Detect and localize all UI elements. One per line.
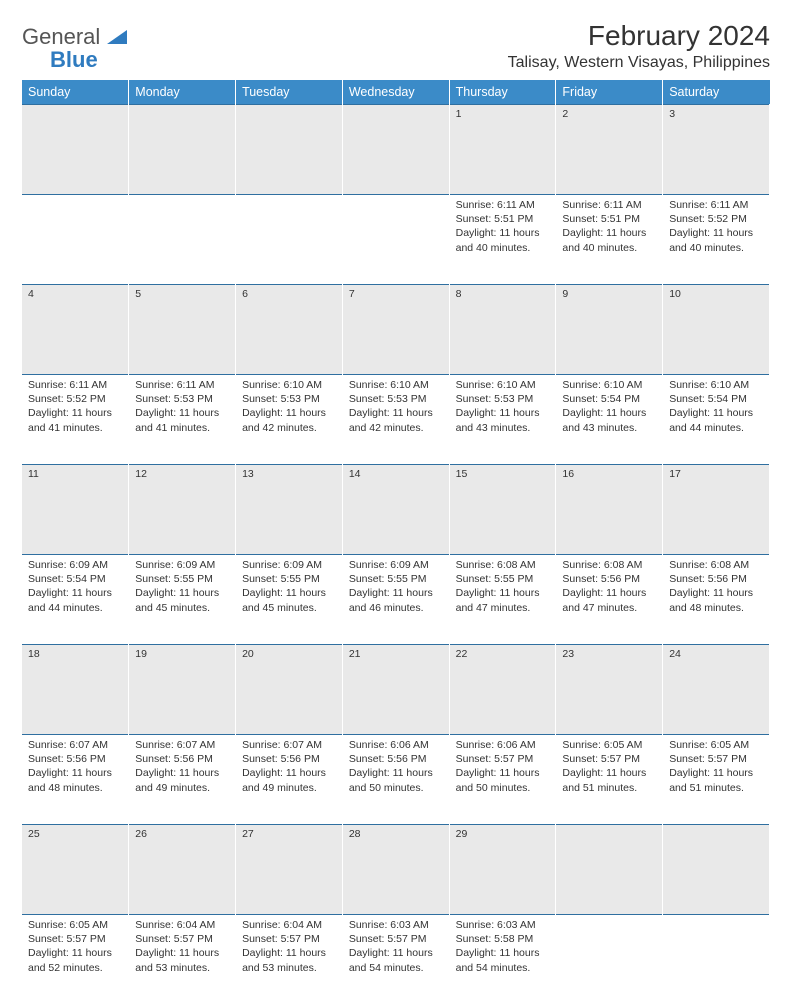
brand-part2: Blue bbox=[22, 47, 98, 72]
day-number-cell: 14 bbox=[342, 465, 449, 555]
day-number-cell: 24 bbox=[663, 645, 770, 735]
header: General Blue February 2024 Talisay, West… bbox=[22, 20, 770, 78]
day-info-cell: Sunrise: 6:04 AMSunset: 5:57 PMDaylight:… bbox=[129, 915, 236, 1004]
day-info-cell: Sunrise: 6:11 AMSunset: 5:53 PMDaylight:… bbox=[129, 375, 236, 465]
day-info-cell bbox=[556, 915, 663, 1004]
day-info-cell: Sunrise: 6:03 AMSunset: 5:57 PMDaylight:… bbox=[342, 915, 449, 1004]
day-info-cell: Sunrise: 6:11 AMSunset: 5:51 PMDaylight:… bbox=[449, 195, 556, 285]
day-number-cell: 19 bbox=[129, 645, 236, 735]
logo-triangle-icon bbox=[107, 30, 127, 44]
day-number-cell: 3 bbox=[663, 105, 770, 195]
day-number-cell: 29 bbox=[449, 825, 556, 915]
day-info-row: Sunrise: 6:11 AMSunset: 5:52 PMDaylight:… bbox=[22, 375, 770, 465]
day-info-cell: Sunrise: 6:10 AMSunset: 5:53 PMDaylight:… bbox=[236, 375, 343, 465]
day-number-cell: 17 bbox=[663, 465, 770, 555]
day-info-cell: Sunrise: 6:10 AMSunset: 5:54 PMDaylight:… bbox=[556, 375, 663, 465]
day-info-cell: Sunrise: 6:03 AMSunset: 5:58 PMDaylight:… bbox=[449, 915, 556, 1004]
day-info-row: Sunrise: 6:07 AMSunset: 5:56 PMDaylight:… bbox=[22, 735, 770, 825]
day-info-cell: Sunrise: 6:09 AMSunset: 5:54 PMDaylight:… bbox=[22, 555, 129, 645]
day-info-cell: Sunrise: 6:11 AMSunset: 5:51 PMDaylight:… bbox=[556, 195, 663, 285]
day-info-cell: Sunrise: 6:08 AMSunset: 5:55 PMDaylight:… bbox=[449, 555, 556, 645]
brand-part1: General bbox=[22, 24, 100, 49]
day-info-row: Sunrise: 6:11 AMSunset: 5:51 PMDaylight:… bbox=[22, 195, 770, 285]
day-number-cell: 25 bbox=[22, 825, 129, 915]
day-number-cell: 9 bbox=[556, 285, 663, 375]
day-info-cell: Sunrise: 6:05 AMSunset: 5:57 PMDaylight:… bbox=[663, 735, 770, 825]
day-number-cell: 22 bbox=[449, 645, 556, 735]
month-title: February 2024 bbox=[508, 20, 770, 52]
day-number-row: 45678910 bbox=[22, 285, 770, 375]
day-info-cell: Sunrise: 6:05 AMSunset: 5:57 PMDaylight:… bbox=[22, 915, 129, 1004]
day-number-cell: 11 bbox=[22, 465, 129, 555]
day-number-row: 18192021222324 bbox=[22, 645, 770, 735]
calendar-table: Sunday Monday Tuesday Wednesday Thursday… bbox=[22, 80, 770, 1004]
day-number-cell bbox=[342, 105, 449, 195]
day-info-cell bbox=[663, 915, 770, 1004]
day-number-cell: 8 bbox=[449, 285, 556, 375]
day-info-cell: Sunrise: 6:11 AMSunset: 5:52 PMDaylight:… bbox=[22, 375, 129, 465]
day-info-cell: Sunrise: 6:07 AMSunset: 5:56 PMDaylight:… bbox=[129, 735, 236, 825]
day-number-cell: 6 bbox=[236, 285, 343, 375]
day-info-cell: Sunrise: 6:08 AMSunset: 5:56 PMDaylight:… bbox=[556, 555, 663, 645]
location-text: Talisay, Western Visayas, Philippines bbox=[508, 54, 770, 72]
day-info-cell: Sunrise: 6:11 AMSunset: 5:52 PMDaylight:… bbox=[663, 195, 770, 285]
day-info-cell: Sunrise: 6:10 AMSunset: 5:53 PMDaylight:… bbox=[342, 375, 449, 465]
day-number-row: 11121314151617 bbox=[22, 465, 770, 555]
day-number-cell: 7 bbox=[342, 285, 449, 375]
day-number-cell: 28 bbox=[342, 825, 449, 915]
weekday-header: Monday bbox=[129, 80, 236, 105]
day-number-cell: 15 bbox=[449, 465, 556, 555]
day-number-cell: 4 bbox=[22, 285, 129, 375]
day-number-row: 2526272829 bbox=[22, 825, 770, 915]
weekday-header: Tuesday bbox=[236, 80, 343, 105]
day-number-cell: 27 bbox=[236, 825, 343, 915]
day-info-cell: Sunrise: 6:09 AMSunset: 5:55 PMDaylight:… bbox=[342, 555, 449, 645]
day-number-cell: 1 bbox=[449, 105, 556, 195]
day-info-cell: Sunrise: 6:06 AMSunset: 5:57 PMDaylight:… bbox=[449, 735, 556, 825]
weekday-header: Thursday bbox=[449, 80, 556, 105]
day-info-cell bbox=[236, 195, 343, 285]
weekday-header: Saturday bbox=[663, 80, 770, 105]
day-info-cell: Sunrise: 6:09 AMSunset: 5:55 PMDaylight:… bbox=[129, 555, 236, 645]
day-number-cell: 16 bbox=[556, 465, 663, 555]
day-number-cell: 5 bbox=[129, 285, 236, 375]
weekday-header: Sunday bbox=[22, 80, 129, 105]
day-number-cell: 21 bbox=[342, 645, 449, 735]
day-number-row: 123 bbox=[22, 105, 770, 195]
day-info-cell: Sunrise: 6:10 AMSunset: 5:53 PMDaylight:… bbox=[449, 375, 556, 465]
day-info-cell: Sunrise: 6:06 AMSunset: 5:56 PMDaylight:… bbox=[342, 735, 449, 825]
day-number-cell: 26 bbox=[129, 825, 236, 915]
day-number-cell bbox=[236, 105, 343, 195]
day-info-cell bbox=[22, 195, 129, 285]
day-number-cell bbox=[22, 105, 129, 195]
day-number-cell: 23 bbox=[556, 645, 663, 735]
weekday-header-row: Sunday Monday Tuesday Wednesday Thursday… bbox=[22, 80, 770, 105]
brand-logo: General Blue bbox=[22, 26, 127, 72]
day-number-cell: 2 bbox=[556, 105, 663, 195]
day-number-cell: 18 bbox=[22, 645, 129, 735]
day-number-cell: 20 bbox=[236, 645, 343, 735]
day-info-row: Sunrise: 6:05 AMSunset: 5:57 PMDaylight:… bbox=[22, 915, 770, 1004]
day-info-cell bbox=[342, 195, 449, 285]
weekday-header: Wednesday bbox=[342, 80, 449, 105]
day-info-cell: Sunrise: 6:09 AMSunset: 5:55 PMDaylight:… bbox=[236, 555, 343, 645]
day-info-cell: Sunrise: 6:08 AMSunset: 5:56 PMDaylight:… bbox=[663, 555, 770, 645]
day-number-cell bbox=[556, 825, 663, 915]
day-info-row: Sunrise: 6:09 AMSunset: 5:54 PMDaylight:… bbox=[22, 555, 770, 645]
day-info-cell: Sunrise: 6:07 AMSunset: 5:56 PMDaylight:… bbox=[22, 735, 129, 825]
day-info-cell bbox=[129, 195, 236, 285]
day-number-cell: 12 bbox=[129, 465, 236, 555]
day-number-cell bbox=[129, 105, 236, 195]
day-info-cell: Sunrise: 6:07 AMSunset: 5:56 PMDaylight:… bbox=[236, 735, 343, 825]
day-info-cell: Sunrise: 6:05 AMSunset: 5:57 PMDaylight:… bbox=[556, 735, 663, 825]
title-block: February 2024 Talisay, Western Visayas, … bbox=[508, 20, 770, 78]
day-info-cell: Sunrise: 6:04 AMSunset: 5:57 PMDaylight:… bbox=[236, 915, 343, 1004]
day-number-cell: 13 bbox=[236, 465, 343, 555]
weekday-header: Friday bbox=[556, 80, 663, 105]
day-number-cell: 10 bbox=[663, 285, 770, 375]
day-info-cell: Sunrise: 6:10 AMSunset: 5:54 PMDaylight:… bbox=[663, 375, 770, 465]
day-number-cell bbox=[663, 825, 770, 915]
